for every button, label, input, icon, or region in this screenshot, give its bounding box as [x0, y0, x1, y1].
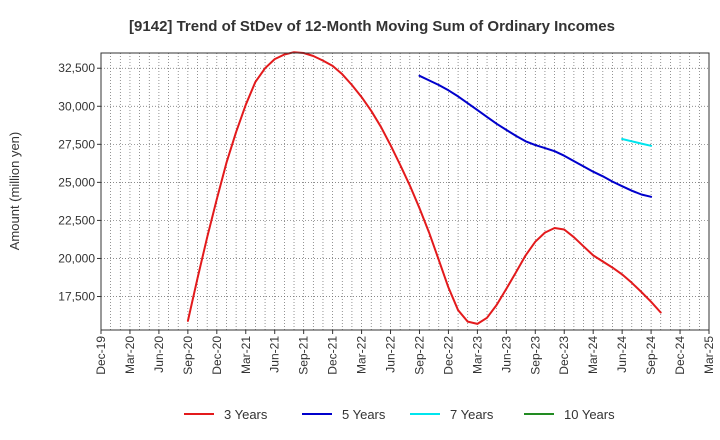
x-tick-label: Dec-20 — [210, 336, 224, 375]
x-tick-label: Mar-20 — [123, 336, 137, 374]
x-tick-label: Jun-22 — [384, 336, 398, 373]
x-tick-label: Jun-24 — [615, 336, 629, 373]
x-tick-label: Jun-21 — [268, 336, 282, 373]
legend-label: 3 Years — [224, 407, 268, 422]
series-lines — [186, 51, 662, 325]
legend-label: 10 Years — [564, 407, 615, 422]
x-tick-label: Sep-20 — [181, 336, 195, 375]
x-tick-label: Mar-25 — [702, 336, 716, 374]
chart-title: [9142] Trend of StDev of 12-Month Moving… — [129, 18, 615, 35]
grid — [101, 53, 709, 330]
y-tick-label: 20,000 — [58, 251, 95, 265]
x-tick-label: Sep-24 — [644, 336, 658, 375]
legend: 3 Years 5 Years 7 Years 10 Years — [184, 407, 615, 422]
x-tick-label: Mar-24 — [586, 336, 600, 374]
x-tick-label: Dec-21 — [326, 336, 340, 375]
y-tick-label: 27,500 — [58, 137, 95, 151]
x-tick-label: Sep-23 — [528, 336, 542, 375]
series-line-3-years — [186, 51, 662, 325]
x-tick-label: Mar-22 — [355, 336, 369, 374]
y-tick-label: 30,000 — [58, 99, 95, 113]
legend-label: 5 Years — [342, 407, 386, 422]
legend-label: 7 Years — [450, 407, 494, 422]
y-tick-label: 22,500 — [58, 213, 95, 227]
plot-area — [101, 53, 709, 330]
x-tick-label: Dec-23 — [557, 336, 571, 375]
x-tick-label: Dec-22 — [441, 336, 455, 375]
y-tick-label: 25,000 — [58, 175, 95, 189]
x-tick-label: Mar-21 — [239, 336, 253, 374]
series-line-5-years — [418, 74, 653, 198]
x-axis: Dec-19 Mar-20 Jun-20 Sep-20 Dec-20 Mar-21 Jun-… — [94, 330, 716, 375]
x-tick-label: Dec-24 — [673, 336, 687, 375]
x-tick-label: Jun-20 — [152, 336, 166, 373]
x-tick-label: Mar-23 — [470, 336, 484, 374]
x-tick-label: Dec-19 — [94, 336, 108, 375]
y-tick-label: 32,500 — [58, 61, 95, 75]
y-tick-label: 17,500 — [58, 290, 95, 304]
x-tick-label: Jun-23 — [499, 336, 513, 373]
series-line-7-years — [621, 138, 653, 147]
plot-border — [100, 52, 710, 331]
x-tick-label: Sep-21 — [297, 336, 311, 375]
y-axis: 17,500 20,000 22,500 25,000 27,500 30,000 32,5… — [58, 61, 101, 304]
y-axis-label: Amount (million yen) — [7, 132, 22, 251]
x-tick-label: Sep-22 — [412, 336, 426, 375]
